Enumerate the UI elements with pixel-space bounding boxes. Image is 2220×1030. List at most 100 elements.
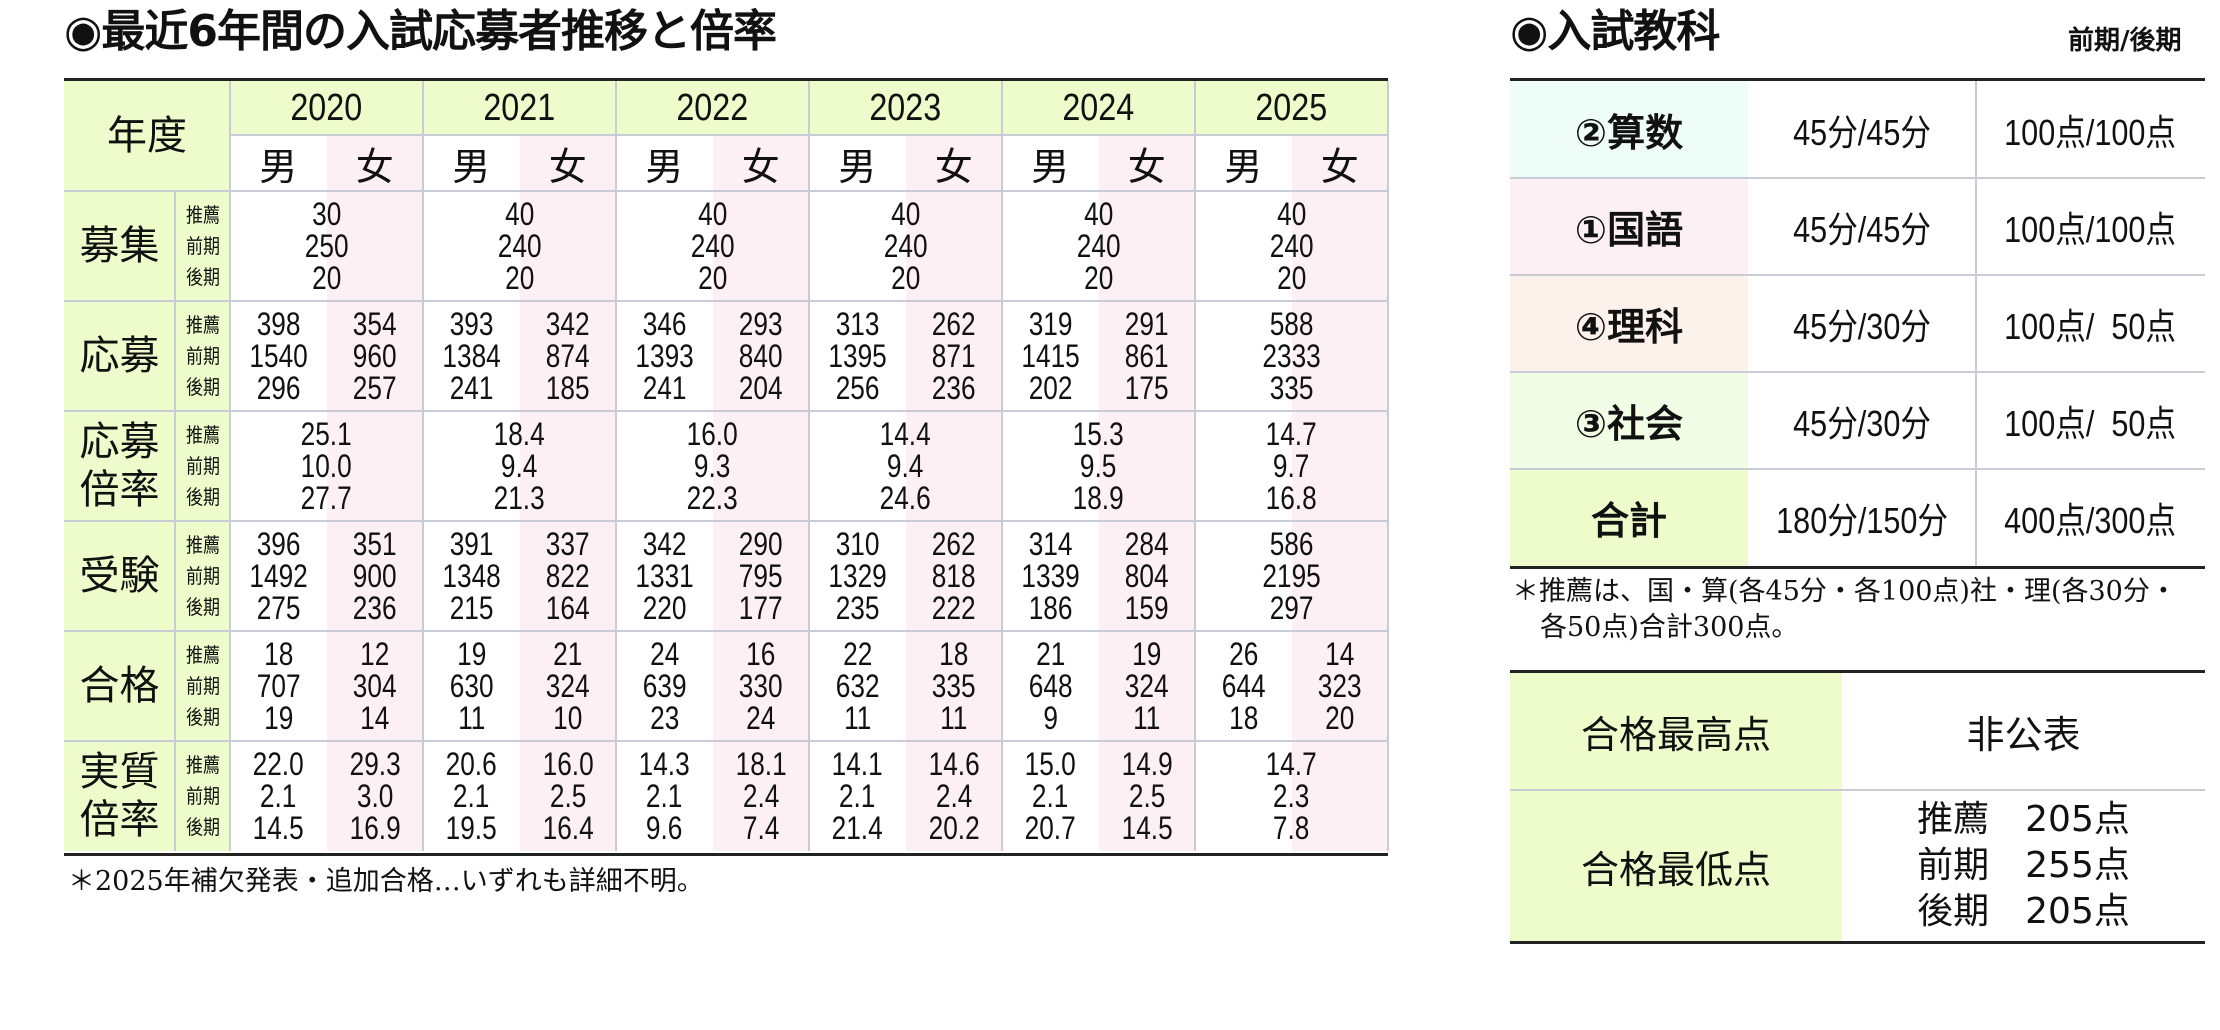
female-cell: 354 960 257 <box>327 301 424 411</box>
pass-score-table: 合格最高点 非公表 合格最低点 推薦 205点 前期 255点 後期 205点 <box>1510 670 2205 944</box>
male-values: 26 644 18 <box>1221 638 1265 734</box>
grid-line <box>1510 274 2205 276</box>
combined-values: 586 2195 297 <box>1262 528 1320 624</box>
value: 240 <box>690 228 735 264</box>
subject-time-value: 45分/45分 <box>1793 208 1931 250</box>
exam-type-label: 前期 <box>185 453 220 478</box>
sub-label-group: 推薦 前期 後期 <box>175 631 230 741</box>
max-score-value: 非公表 <box>1966 712 2081 757</box>
subject-time: 45分/45分 <box>1748 178 1976 275</box>
exam-type-label: 前期 <box>185 343 220 368</box>
value: 236 <box>352 590 397 626</box>
value: 323 <box>1317 668 1362 704</box>
value: 335 <box>931 668 976 704</box>
combined-values: 40 240 20 <box>1077 198 1121 294</box>
value: 2.5 <box>1128 778 1165 814</box>
female-bg <box>326 191 423 301</box>
male-cell: 314 1339 186 <box>1002 521 1099 631</box>
male-cell: 310 1329 235 <box>809 521 906 631</box>
male-values: 19 630 11 <box>449 638 493 734</box>
male-bg <box>809 741 906 851</box>
value: 337 <box>545 526 590 562</box>
male-values: 310 1329 235 <box>828 528 886 624</box>
exam-type-label: 後期 <box>185 704 220 729</box>
female-header: 女 <box>905 135 1002 191</box>
male-bg <box>616 631 713 741</box>
male-header: 男 <box>230 135 327 191</box>
combined-values: 40 240 20 <box>1270 198 1314 294</box>
grid-line <box>616 134 809 136</box>
female-values: 351 900 236 <box>353 528 397 624</box>
subject-name: ②算数 <box>1510 81 1748 178</box>
row-label-1: 応募 <box>64 301 175 411</box>
female-cell: 14 323 20 <box>1292 631 1389 741</box>
male-cell: 391 1348 215 <box>423 521 520 631</box>
male-bg <box>423 301 520 411</box>
female-cell: 18 335 11 <box>906 631 1003 741</box>
grid-line <box>1510 468 2205 470</box>
female-header: 女 <box>1291 135 1388 191</box>
value: 2333 <box>1262 338 1321 374</box>
male-values: 398 1540 296 <box>249 308 307 404</box>
row-label-text: 応募 <box>79 333 160 379</box>
male-values: 24 639 23 <box>642 638 686 734</box>
value: 159 <box>1124 590 1169 626</box>
min-score-row-kouki: 後期 205点 <box>1917 891 2130 932</box>
value: 14.3 <box>638 746 690 782</box>
male-bg <box>1002 521 1099 631</box>
grid-line <box>422 81 424 851</box>
value: 9.3 <box>694 448 731 484</box>
male-cell: 18 707 19 <box>230 631 327 741</box>
subject-score-value: 100点/ 50点 <box>2004 402 2177 444</box>
exam-type-label: 推薦 <box>185 312 220 337</box>
female-bg <box>905 521 1002 631</box>
value: 256 <box>835 370 880 406</box>
value: 7.8 <box>1273 810 1310 846</box>
value: 20 <box>311 260 342 296</box>
female-bg <box>1098 741 1195 851</box>
merged-cell: 14.4 9.4 24.6 <box>809 411 1002 521</box>
grid-line <box>64 520 1388 522</box>
female-values: 291 861 175 <box>1125 308 1169 404</box>
value: 313 <box>835 306 880 342</box>
female-bg <box>1098 631 1195 741</box>
female-values: 284 804 159 <box>1125 528 1169 624</box>
exam-type-label: 後期 <box>185 374 220 399</box>
value: 1329 <box>828 558 887 594</box>
female-values: 14 323 20 <box>1318 638 1362 734</box>
value: 284 <box>1124 526 1169 562</box>
value: 14.9 <box>1121 746 1173 782</box>
value: 804 <box>1124 558 1169 594</box>
value: 20 <box>1276 260 1307 296</box>
year-header-label: 年度 <box>64 81 230 191</box>
male-values: 314 1339 186 <box>1021 528 1079 624</box>
male-cell: 21 648 9 <box>1002 631 1099 741</box>
grid-line <box>1194 81 1196 851</box>
male-values: 22 632 11 <box>835 638 879 734</box>
combined-values: 30 250 20 <box>305 198 349 294</box>
female-values: 293 840 204 <box>739 308 783 404</box>
male-bg <box>616 301 713 411</box>
female-header: 女 <box>519 135 616 191</box>
combined-values: 15.3 9.5 18.9 <box>1073 418 1124 514</box>
female-cell: 14.9 2.5 14.5 <box>1099 741 1196 851</box>
subject-score-value: 400点/300点 <box>2004 499 2177 541</box>
value: 14 <box>1325 636 1355 672</box>
female-cell: 262 871 236 <box>906 301 1003 411</box>
subjects-table: ②算数 45分/45分 100点/100点 ①国語 45分/45分 100点/100点 ④理… <box>1510 78 2205 569</box>
subjects-footnote: ＊推薦は、国・算(各45分・各100点)社・理(各30分・ 各50点)合計300… <box>1512 574 2177 646</box>
merged-cell: 14.7 9.7 16.8 <box>1195 411 1388 521</box>
year-header-2025: 2025 <box>1195 81 1388 135</box>
value: 26 <box>1228 636 1258 672</box>
value: 1331 <box>635 558 694 594</box>
exam-type-label: 推薦 <box>185 422 220 447</box>
female-bg <box>905 411 1002 521</box>
year-label: 2025 <box>1255 86 1328 129</box>
grid-line <box>1387 81 1389 851</box>
male-cell: 14.1 2.1 21.4 <box>809 741 906 851</box>
male-values: 21 648 9 <box>1028 638 1072 734</box>
row-label-3: 受験 <box>64 521 175 631</box>
male-bg <box>423 191 520 301</box>
value: 29.3 <box>349 746 401 782</box>
subject-time: 45分/45分 <box>1748 81 1976 178</box>
